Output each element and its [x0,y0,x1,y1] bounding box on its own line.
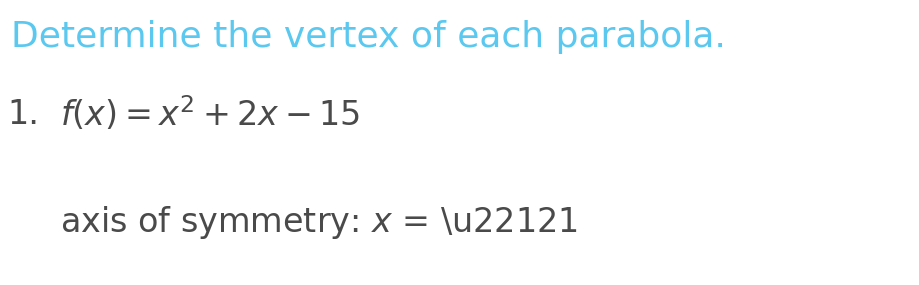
Text: $\mathit{f}(\mathit{x}) = \mathit{x}^2 + 2\mathit{x} - 15$: $\mathit{f}(\mathit{x}) = \mathit{x}^2 +… [60,95,360,133]
Text: 1.: 1. [7,97,40,131]
Text: axis of symmetry: $\mathit{x}$ = \u22121: axis of symmetry: $\mathit{x}$ = \u22121 [60,204,577,241]
Text: Determine the vertex of each parabola.: Determine the vertex of each parabola. [11,20,726,54]
